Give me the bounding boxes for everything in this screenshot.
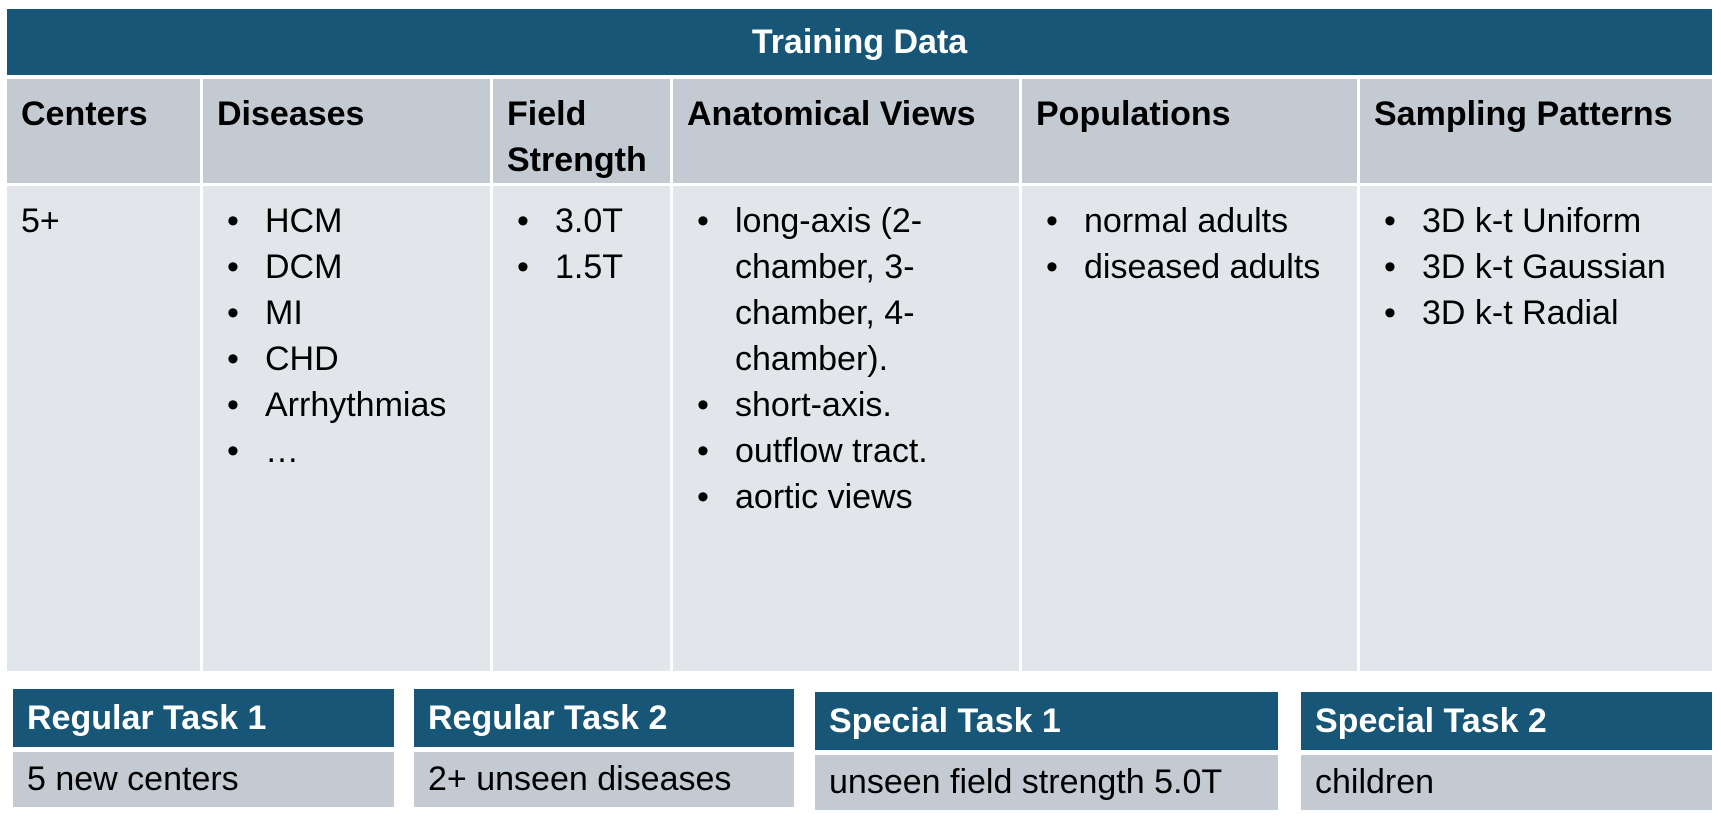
list-item: • outflow tract. xyxy=(687,428,1005,474)
special-task-2-box: Special Task 2 children xyxy=(1301,692,1712,810)
list-item: • aortic views xyxy=(687,474,1005,520)
table-header-row: Centers Diseases Field Strength Anatomic… xyxy=(7,79,1712,183)
bullet-icon: • xyxy=(517,202,529,240)
regular-task-1-desc: 5 new centers xyxy=(13,752,394,807)
diseases-list: • HCM • DCM • MI • CHD • Arrhythmias •… xyxy=(217,198,476,474)
header-anatomical-views: Anatomical Views xyxy=(673,79,1022,183)
cell-sampling-patterns: • 3D k-t Uniform • 3D k-t Gaussian • 3D k-t… xyxy=(1360,186,1712,671)
list-item: • Arrhythmias xyxy=(217,382,476,428)
centers-value: 5+ xyxy=(21,202,60,240)
cell-centers: 5+ xyxy=(7,186,203,671)
regular-task-2-title: Regular Task 2 xyxy=(414,689,794,747)
header-diseases: Diseases xyxy=(203,79,493,183)
bullet-icon: • xyxy=(697,478,709,516)
list-item: • short-axis. xyxy=(687,382,1005,428)
header-field-strength: Field Strength xyxy=(493,79,673,183)
bullet-icon: • xyxy=(517,248,529,286)
header-sampling-patterns: Sampling Patterns xyxy=(1360,79,1712,183)
bullet-icon: • xyxy=(227,386,239,424)
bullet-icon: • xyxy=(1046,202,1058,240)
bullet-icon: • xyxy=(1046,248,1058,286)
bullet-icon: • xyxy=(697,386,709,424)
bullet-icon: • xyxy=(227,202,239,240)
list-item: • HCM xyxy=(217,198,476,244)
list-item: • 1.5T xyxy=(507,244,656,290)
cell-field-strength: • 3.0T • 1.5T xyxy=(493,186,673,671)
regular-task-1-title: Regular Task 1 xyxy=(13,689,394,747)
cell-anatomical-views: • long-axis (2-chamber, 3-chamber, 4-cham… xyxy=(673,186,1022,671)
list-item: • 3D k-t Gaussian xyxy=(1374,244,1698,290)
bullet-icon: • xyxy=(1384,248,1396,286)
special-task-1-desc: unseen field strength 5.0T xyxy=(815,755,1278,810)
regular-task-2-box: Regular Task 2 2+ unseen diseases xyxy=(414,689,794,807)
special-task-2-title: Special Task 2 xyxy=(1301,692,1712,750)
bullet-icon: • xyxy=(697,432,709,470)
list-item: • CHD xyxy=(217,336,476,382)
bullet-icon: • xyxy=(1384,202,1396,240)
bullet-icon: • xyxy=(227,294,239,332)
field-strength-list: • 3.0T • 1.5T xyxy=(507,198,656,290)
special-task-2-desc: children xyxy=(1301,755,1712,810)
list-item: • 3D k-t Radial xyxy=(1374,290,1698,336)
list-item: • 3D k-t Uniform xyxy=(1374,198,1698,244)
list-item: • diseased adults xyxy=(1036,244,1343,290)
header-centers: Centers xyxy=(7,79,203,183)
list-item: • 3.0T xyxy=(507,198,656,244)
anatomical-views-list: • long-axis (2-chamber, 3-chamber, 4-cham… xyxy=(687,198,1005,520)
special-task-1-box: Special Task 1 unseen field strength 5.0… xyxy=(815,692,1278,810)
list-item: • DCM xyxy=(217,244,476,290)
bullet-icon: • xyxy=(227,432,239,470)
bullet-icon: • xyxy=(227,248,239,286)
header-populations: Populations xyxy=(1022,79,1360,183)
bullet-icon: • xyxy=(697,202,709,240)
sampling-patterns-list: • 3D k-t Uniform • 3D k-t Gaussian • 3D k-t… xyxy=(1374,198,1698,336)
list-item: • normal adults xyxy=(1036,198,1343,244)
list-item: •… xyxy=(217,428,476,474)
special-task-1-title: Special Task 1 xyxy=(815,692,1278,750)
training-data-title: Training Data xyxy=(7,9,1712,75)
cell-populations: • normal adults • diseased adults xyxy=(1022,186,1360,671)
list-item: • MI xyxy=(217,290,476,336)
list-item: • long-axis (2-chamber, 3-chamber, 4-cham… xyxy=(687,198,1005,382)
cell-diseases: • HCM • DCM • MI • CHD • Arrhythmias •… xyxy=(203,186,493,671)
bullet-icon: • xyxy=(1384,294,1396,332)
bullet-icon: • xyxy=(227,340,239,378)
regular-task-2-desc: 2+ unseen diseases xyxy=(414,752,794,807)
regular-task-1-box: Regular Task 1 5 new centers xyxy=(13,689,394,807)
table-body-row: 5+ • HCM • DCM • MI • CHD • Arrhythmias •… • 3… xyxy=(7,186,1712,671)
populations-list: • normal adults • diseased adults xyxy=(1036,198,1343,290)
